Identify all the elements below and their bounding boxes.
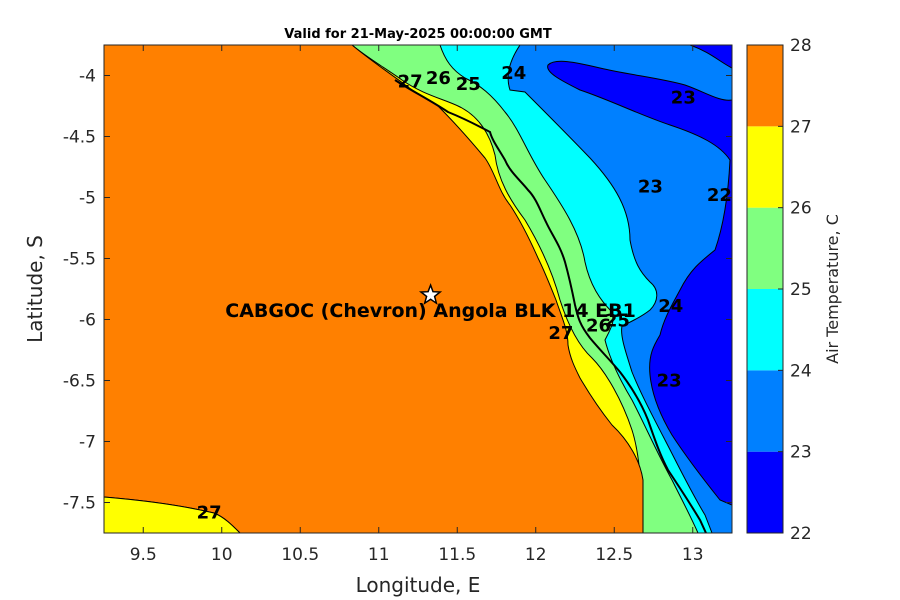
colorbar-segment	[747, 207, 783, 289]
station-star-icon	[418, 282, 443, 305]
y-tick-label: -7.5	[63, 494, 96, 514]
x-tick-label: 12.5	[595, 545, 633, 565]
y-axis-ticks: -4 -4.5 -5 -5.5 -6 -6.5 -7 -7.5	[63, 67, 732, 514]
colorbar-segment	[747, 451, 783, 533]
station-marker: CABGOC (Chevron) Angola BLK 14 EB1	[225, 282, 636, 322]
colorbar-tick-label: 23	[790, 443, 812, 463]
map-title: Valid for 21-May-2025 00:00:00 GMT	[284, 27, 552, 42]
colorbar: 22 23 24 25 26 27 28	[746, 36, 812, 544]
temperature-contour-map	[104, 45, 732, 533]
x-axis-ticks: 9.5 10 10.5 11 11.5 12 12.5 13	[130, 45, 704, 565]
y-axis-label: Latitude, S	[23, 235, 47, 343]
contour-label: 26	[426, 68, 451, 89]
plot-frame	[103, 44, 733, 534]
x-tick-label: 13	[682, 545, 704, 565]
contour-label: 23	[671, 87, 696, 108]
contour-label: 25	[456, 74, 481, 95]
x-tick-label: 12	[525, 545, 547, 565]
contour-label: 27	[548, 323, 573, 344]
contour-label: 24	[501, 63, 526, 84]
colorbar-tick-label: 22	[790, 524, 812, 544]
y-tick-label: -4.5	[63, 128, 96, 148]
station-label: CABGOC (Chevron) Angola BLK 14 EB1	[225, 300, 636, 322]
x-tick-label: 11	[368, 545, 390, 565]
y-tick-label: -5.5	[63, 250, 96, 270]
colorbar-tick-label: 24	[790, 361, 812, 381]
contour-label: 27	[398, 72, 423, 93]
x-tick-label: 10	[211, 545, 233, 565]
contour-label: 23	[638, 177, 663, 198]
contour-label: 23	[657, 371, 682, 392]
coastline	[394, 79, 707, 533]
colorbar-segment	[747, 289, 783, 371]
y-tick-label: -6	[79, 311, 96, 331]
x-axis-label: Longitude, E	[356, 573, 481, 597]
contour-label: 22	[707, 185, 732, 206]
y-tick-label: -7	[79, 433, 96, 453]
x-tick-label: 10.5	[281, 545, 319, 565]
y-tick-label: -4	[79, 67, 96, 87]
x-tick-label: 11.5	[438, 545, 476, 565]
colorbar-tick-label: 25	[790, 280, 812, 300]
colorbar-tick-label: 26	[790, 199, 812, 219]
colorbar-tick-label: 27	[790, 117, 812, 137]
y-tick-label: -5	[79, 189, 96, 209]
contour-label: 24	[658, 296, 683, 317]
x-tick-label: 9.5	[130, 545, 157, 565]
band-26-27-southwest	[104, 496, 241, 533]
contour-label: 26	[586, 316, 611, 337]
colorbar-label: Air Temperature, C	[823, 214, 842, 364]
colorbar-segment	[747, 45, 783, 127]
contour-label: 27	[197, 502, 222, 523]
y-tick-label: -6.5	[63, 372, 96, 392]
contour-label: 25	[605, 311, 630, 332]
colorbar-segment	[747, 126, 783, 208]
colorbar-tick-label: 28	[790, 36, 812, 56]
colorbar-segment	[747, 370, 783, 452]
